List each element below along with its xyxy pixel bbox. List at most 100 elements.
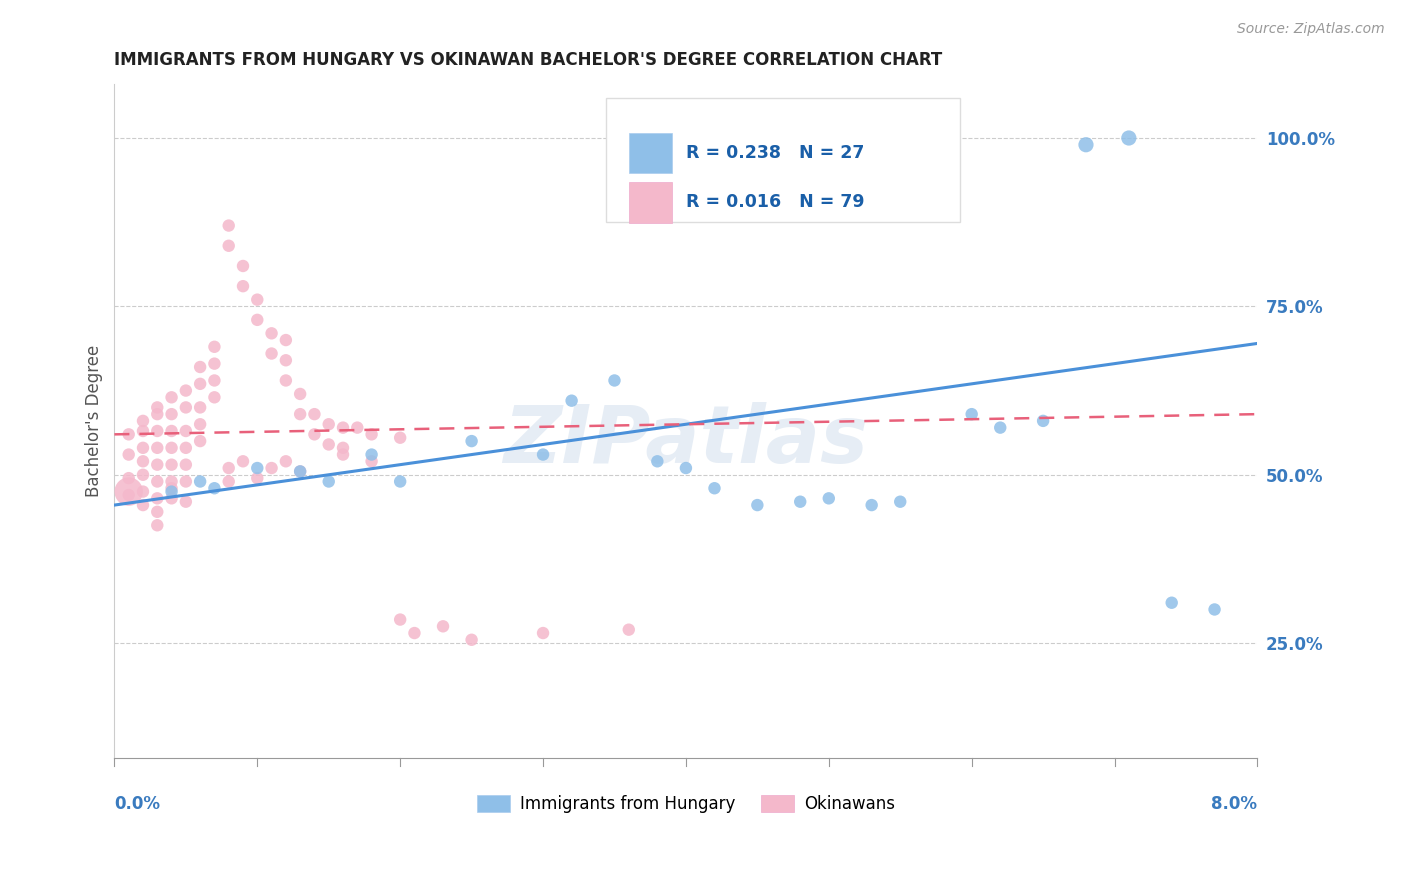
Point — [1074, 137, 1097, 152]
Point — [218, 239, 240, 253]
Point — [789, 494, 811, 508]
Point — [160, 475, 183, 489]
Point — [132, 441, 155, 455]
Point — [260, 326, 283, 341]
Point — [132, 414, 155, 428]
Point — [360, 454, 382, 468]
Point — [246, 313, 269, 327]
Point — [204, 357, 226, 371]
Point — [160, 458, 183, 472]
Point — [204, 340, 226, 354]
Point — [1204, 602, 1226, 616]
Point — [160, 491, 183, 506]
Point — [132, 467, 155, 482]
Point — [260, 461, 283, 475]
Text: Source: ZipAtlas.com: Source: ZipAtlas.com — [1237, 22, 1385, 37]
Point — [531, 626, 554, 640]
Point — [304, 407, 326, 421]
Point — [160, 390, 183, 404]
Point — [274, 353, 297, 368]
Point — [389, 613, 412, 627]
Point — [160, 481, 183, 495]
Point — [146, 505, 169, 519]
Point — [617, 623, 640, 637]
Bar — [628, 182, 672, 222]
Point — [346, 420, 368, 434]
Text: 8.0%: 8.0% — [1212, 795, 1257, 813]
Point — [146, 407, 169, 421]
Point — [389, 475, 412, 489]
Point — [118, 471, 141, 485]
Point — [703, 481, 725, 495]
Point — [218, 475, 240, 489]
Point — [188, 434, 211, 448]
Point — [146, 424, 169, 438]
Point — [146, 518, 169, 533]
Point — [188, 359, 211, 374]
Point — [460, 632, 482, 647]
Point — [146, 441, 169, 455]
Point — [118, 488, 141, 502]
Y-axis label: Bachelor's Degree: Bachelor's Degree — [86, 345, 103, 497]
Point — [603, 374, 626, 388]
Point — [204, 374, 226, 388]
Point — [174, 458, 197, 472]
Point — [360, 427, 382, 442]
Point — [146, 401, 169, 415]
Point — [188, 417, 211, 432]
Point — [318, 437, 340, 451]
Point — [132, 484, 155, 499]
Point — [174, 475, 197, 489]
Point — [204, 481, 226, 495]
Point — [174, 441, 197, 455]
Point — [174, 494, 197, 508]
Point — [675, 461, 697, 475]
Point — [561, 393, 583, 408]
Point — [232, 259, 254, 273]
FancyBboxPatch shape — [606, 97, 960, 222]
Point — [288, 387, 311, 401]
Point — [118, 427, 141, 442]
Point — [432, 619, 454, 633]
Point — [204, 390, 226, 404]
Point — [318, 475, 340, 489]
Point — [389, 431, 412, 445]
Point — [860, 498, 883, 512]
Point — [146, 458, 169, 472]
Point — [889, 494, 911, 508]
Point — [246, 293, 269, 307]
Point — [118, 484, 141, 499]
Text: R = 0.238   N = 27: R = 0.238 N = 27 — [686, 144, 865, 161]
Point — [218, 219, 240, 233]
Point — [232, 454, 254, 468]
Point — [132, 454, 155, 468]
Point — [747, 498, 769, 512]
Point — [160, 424, 183, 438]
Point — [288, 464, 311, 478]
Point — [160, 441, 183, 455]
Point — [647, 454, 669, 468]
Point — [188, 401, 211, 415]
Point — [246, 461, 269, 475]
Point — [988, 420, 1011, 434]
Point — [304, 427, 326, 442]
Point — [332, 420, 354, 434]
Text: IMMIGRANTS FROM HUNGARY VS OKINAWAN BACHELOR'S DEGREE CORRELATION CHART: IMMIGRANTS FROM HUNGARY VS OKINAWAN BACH… — [114, 51, 942, 69]
Legend: Immigrants from Hungary, Okinawans: Immigrants from Hungary, Okinawans — [477, 795, 896, 814]
Point — [1118, 131, 1140, 145]
Text: R = 0.016   N = 79: R = 0.016 N = 79 — [686, 194, 865, 211]
Point — [260, 346, 283, 360]
Point — [188, 376, 211, 391]
Point — [218, 461, 240, 475]
Point — [360, 448, 382, 462]
Point — [1160, 596, 1182, 610]
Text: 0.0%: 0.0% — [114, 795, 160, 813]
Point — [531, 448, 554, 462]
Point — [188, 475, 211, 489]
Point — [160, 407, 183, 421]
Point — [288, 464, 311, 478]
Point — [132, 498, 155, 512]
Point — [232, 279, 254, 293]
Point — [404, 626, 426, 640]
Point — [146, 475, 169, 489]
